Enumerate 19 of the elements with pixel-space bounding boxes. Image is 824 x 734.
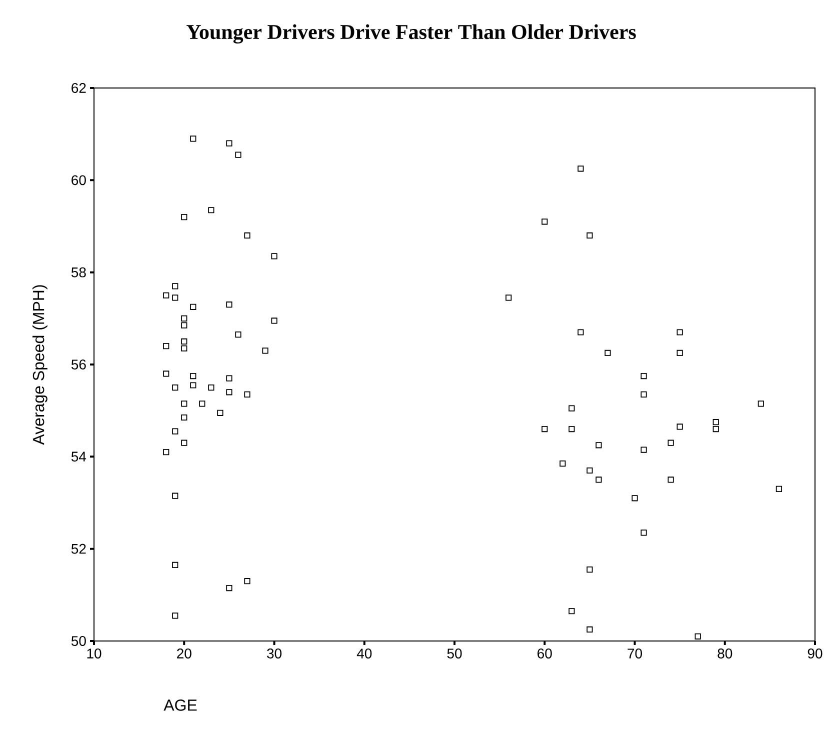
y-tick-label: 56: [71, 360, 86, 370]
x-tick-label: 20: [177, 648, 192, 658]
x-tick-label: 70: [628, 648, 642, 658]
chart-title: Younger Drivers Drive Faster Than Older Drivers: [186, 24, 636, 44]
y-tick-label: 52: [71, 544, 86, 554]
x-tick-label: 90: [808, 648, 822, 658]
x-axis-title: AGE: [164, 700, 197, 711]
y-tick-label: 50: [71, 636, 86, 646]
y-tick-label: 62: [72, 83, 86, 93]
y-axis-title: Average Speed (MPH): [32, 285, 48, 445]
x-tick-label: 80: [718, 648, 732, 658]
x-tick-label: 60: [538, 648, 552, 658]
y-tick-label: 54: [71, 452, 86, 462]
y-tick-label: 58: [71, 267, 86, 278]
x-tick-label: 10: [87, 648, 102, 658]
x-tick-label: 40: [356, 648, 372, 658]
x-tick-label: 30: [267, 648, 282, 658]
y-tick-label: 60: [72, 175, 86, 186]
x-tick-label: 50: [447, 648, 462, 658]
